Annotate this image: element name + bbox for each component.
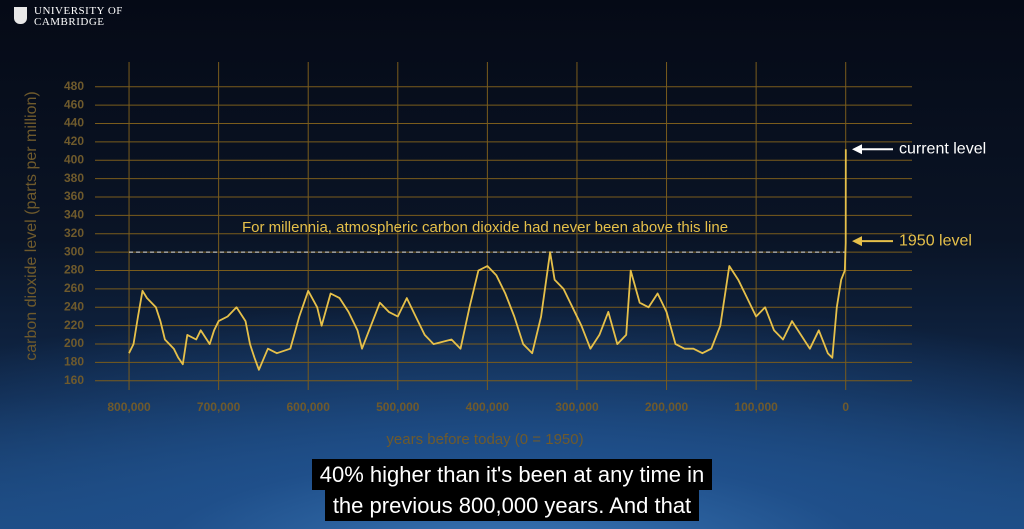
- y-tick-label: 200: [64, 336, 84, 350]
- y-tick-label: 280: [64, 263, 84, 277]
- x-tick-label: 700,000: [197, 400, 241, 414]
- y-tick-label: 360: [64, 189, 84, 203]
- threshold-label: For millennia, atmospheric carbon dioxid…: [242, 219, 728, 236]
- x-tick-label: 300,000: [555, 400, 599, 414]
- logo-text: CAMBRIDGE: [34, 16, 105, 28]
- annotation-label: 1950 level: [899, 232, 972, 249]
- y-tick-label: 180: [64, 355, 84, 369]
- y-tick-label: 380: [64, 171, 84, 185]
- y-tick-label: 420: [64, 134, 84, 148]
- y-tick-label: 260: [64, 281, 84, 295]
- y-tick-label: 460: [64, 97, 84, 111]
- x-tick-label: 0: [842, 400, 849, 414]
- logo: UNIVERSITY OF CAMBRIDGE: [14, 6, 123, 28]
- y-tick-label: 220: [64, 318, 84, 332]
- subtitle-line: the previous 800,000 years. And that: [0, 490, 1024, 521]
- x-tick-label: 400,000: [466, 400, 510, 414]
- annotation-arrowhead: [852, 236, 862, 247]
- y-tick-label: 400: [64, 152, 84, 166]
- x-tick-label: 200,000: [645, 400, 689, 414]
- y-tick-label: 240: [64, 299, 84, 313]
- x-axis-label: years before today (0 = 1950): [386, 431, 583, 448]
- y-tick-label: 320: [64, 226, 84, 240]
- co2-line: [128, 149, 847, 371]
- annotation-arrowhead: [852, 144, 862, 155]
- y-tick-label: 440: [64, 116, 84, 130]
- y-tick-label: 160: [64, 373, 84, 387]
- x-tick-label: 600,000: [287, 400, 331, 414]
- x-tick-label: 500,000: [376, 400, 420, 414]
- x-tick-label: 100,000: [734, 400, 778, 414]
- subtitle-text: 40% higher than it's been at any time in: [311, 459, 713, 490]
- logo-text: UNIVERSITY OF: [34, 5, 123, 17]
- y-axis-label: carbon dioxide level (parts per million): [23, 91, 40, 360]
- logo-shield: [14, 7, 27, 24]
- subtitle-text: the previous 800,000 years. And that: [324, 490, 700, 521]
- annotation-label: current level: [899, 141, 986, 158]
- subtitle-line: 40% higher than it's been at any time in: [0, 459, 1024, 490]
- y-tick-label: 340: [64, 208, 84, 222]
- y-tick-label: 480: [64, 79, 84, 93]
- x-tick-label: 800,000: [107, 400, 151, 414]
- y-tick-label: 300: [64, 244, 84, 258]
